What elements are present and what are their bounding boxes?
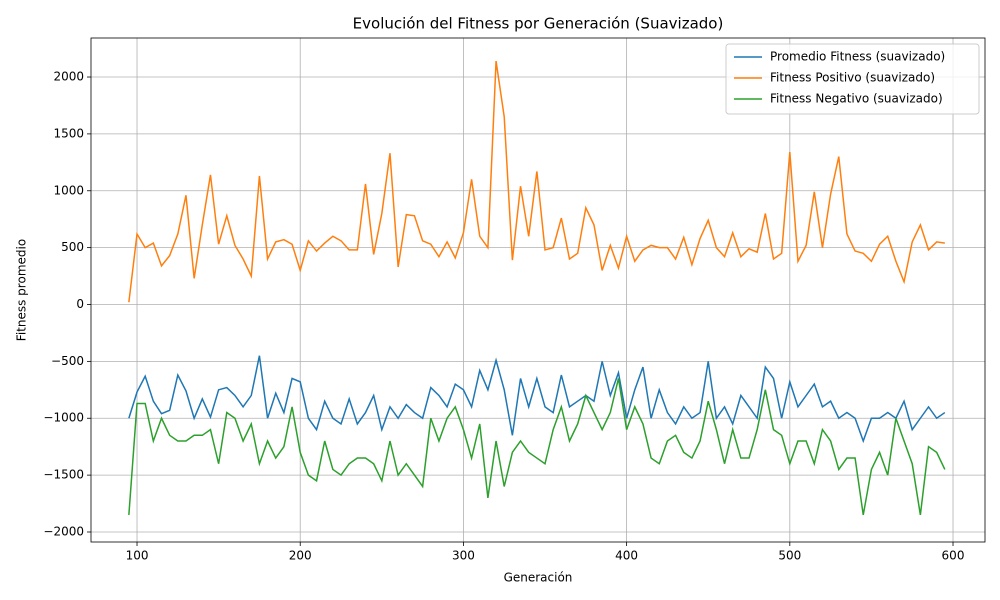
y-tick-label: 0 [76,297,84,311]
x-axis-label: Generación [504,571,573,585]
x-tick-label: 500 [778,549,801,563]
y-axis-label: Fitness promedio [15,239,29,341]
chart-title: Evolución del Fitness por Generación (Su… [353,15,724,33]
x-tick-label: 400 [615,549,638,563]
series-line [128,378,946,516]
y-tick-label: −1000 [43,411,84,425]
y-tick-label: 1500 [53,126,84,140]
legend-label: Fitness Positivo (suavizado) [770,71,935,85]
legend-label: Fitness Negativo (suavizado) [770,92,943,106]
legend-box [725,43,980,115]
series-line [128,355,946,444]
y-tick-label: −2000 [43,524,84,538]
x-tick-label: 600 [942,549,965,563]
x-tick-label: 200 [289,549,312,563]
x-tick-label: 300 [452,549,475,563]
legend-label: Promedio Fitness (suavizado) [770,50,945,64]
y-tick-label: 1000 [53,183,84,197]
plot-frame [90,37,986,543]
y-tick-label: 500 [61,240,84,254]
y-tick-label: −500 [51,354,84,368]
y-tick-label: −1500 [43,468,84,482]
series-line [128,60,945,303]
y-tick-label: 2000 [53,70,84,84]
x-tick-label: 100 [126,549,149,563]
